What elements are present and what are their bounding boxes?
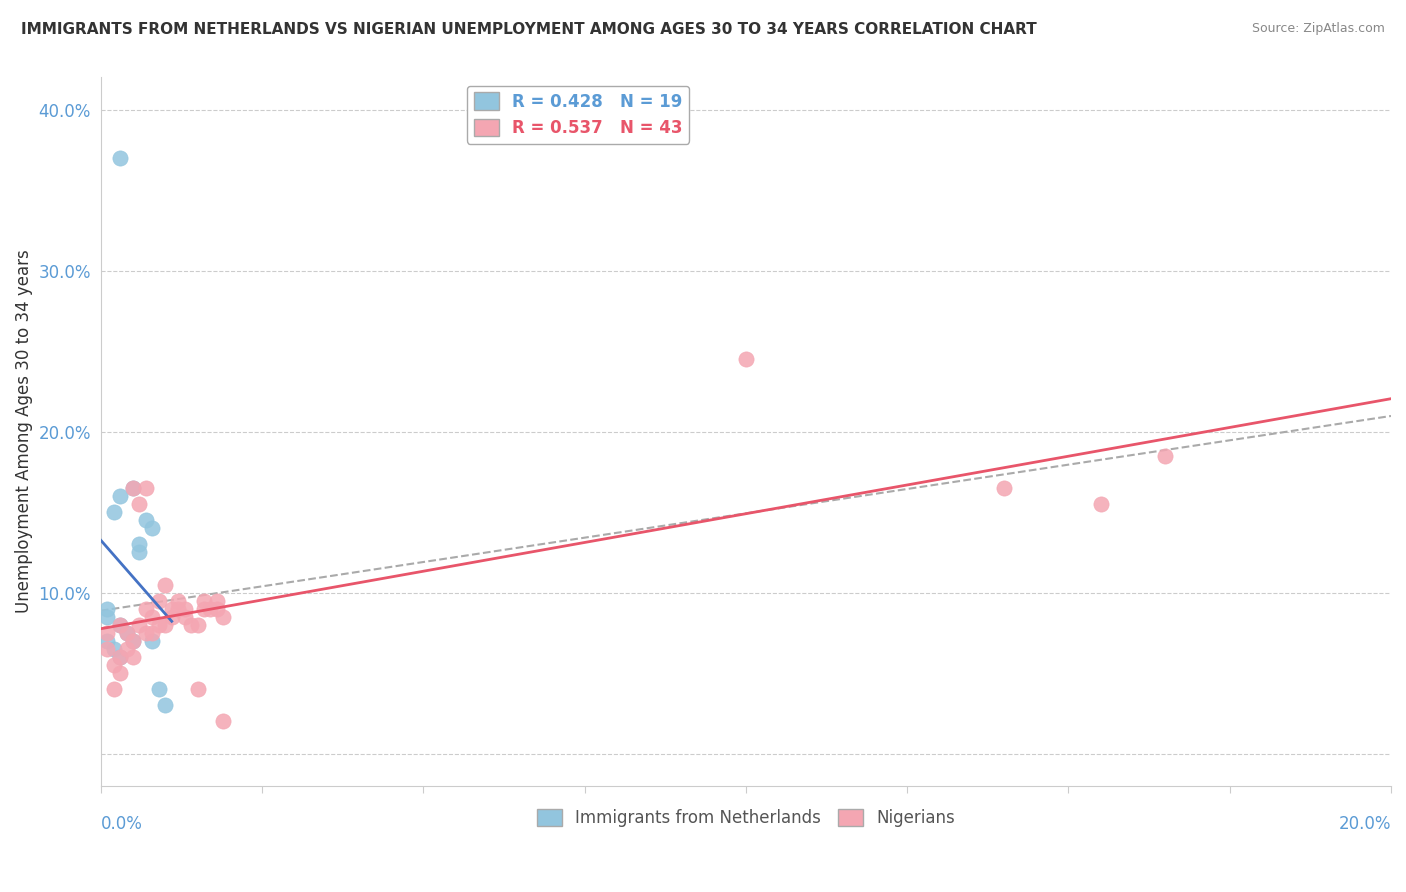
Point <box>96 601 118 615</box>
Point <box>735 352 758 367</box>
Point <box>212 609 235 624</box>
Point <box>173 601 195 615</box>
Point <box>96 633 118 648</box>
Point <box>1154 449 1177 463</box>
Point <box>187 617 209 632</box>
Point <box>108 650 131 665</box>
Point <box>115 642 138 657</box>
Point <box>155 617 177 632</box>
Point <box>141 521 163 535</box>
Point <box>193 601 215 615</box>
Point <box>103 505 125 519</box>
Point <box>108 151 131 165</box>
Point <box>135 481 157 495</box>
Point <box>122 633 145 648</box>
Point <box>96 642 118 657</box>
Legend: Immigrants from Netherlands, Nigerians: Immigrants from Netherlands, Nigerians <box>530 803 962 834</box>
Point <box>160 601 183 615</box>
Point <box>122 633 145 648</box>
Point <box>122 650 145 665</box>
Point <box>193 593 215 607</box>
Point <box>108 489 131 503</box>
Point <box>212 714 235 729</box>
Point <box>155 577 177 591</box>
Point <box>128 617 150 632</box>
Point <box>187 682 209 697</box>
Text: IMMIGRANTS FROM NETHERLANDS VS NIGERIAN UNEMPLOYMENT AMONG AGES 30 TO 34 YEARS C: IMMIGRANTS FROM NETHERLANDS VS NIGERIAN … <box>21 22 1036 37</box>
Point <box>108 666 131 681</box>
Point <box>108 617 131 632</box>
Point <box>122 481 145 495</box>
Point <box>128 497 150 511</box>
Point <box>167 593 190 607</box>
Point <box>180 617 202 632</box>
Point <box>205 601 228 615</box>
Point <box>993 481 1015 495</box>
Point <box>148 593 170 607</box>
Point <box>115 625 138 640</box>
Point <box>135 625 157 640</box>
Point <box>103 658 125 673</box>
Point <box>200 601 222 615</box>
Point <box>148 617 170 632</box>
Point <box>115 625 138 640</box>
Text: Source: ZipAtlas.com: Source: ZipAtlas.com <box>1251 22 1385 36</box>
Point <box>148 682 170 697</box>
Point <box>103 642 125 657</box>
Point <box>141 609 163 624</box>
Point <box>1090 497 1112 511</box>
Point <box>141 625 163 640</box>
Point <box>160 609 183 624</box>
Y-axis label: Unemployment Among Ages 30 to 34 years: Unemployment Among Ages 30 to 34 years <box>15 250 32 614</box>
Point <box>135 513 157 527</box>
Point <box>108 650 131 665</box>
Point <box>108 617 131 632</box>
Point <box>128 537 150 551</box>
Point <box>103 682 125 697</box>
Point <box>128 545 150 559</box>
Point <box>141 633 163 648</box>
Point <box>96 609 118 624</box>
Point <box>122 481 145 495</box>
Point <box>155 698 177 713</box>
Text: 20.0%: 20.0% <box>1339 814 1391 833</box>
Point <box>96 625 118 640</box>
Text: 0.0%: 0.0% <box>101 814 142 833</box>
Point <box>167 601 190 615</box>
Point <box>205 593 228 607</box>
Point <box>135 601 157 615</box>
Point <box>173 609 195 624</box>
